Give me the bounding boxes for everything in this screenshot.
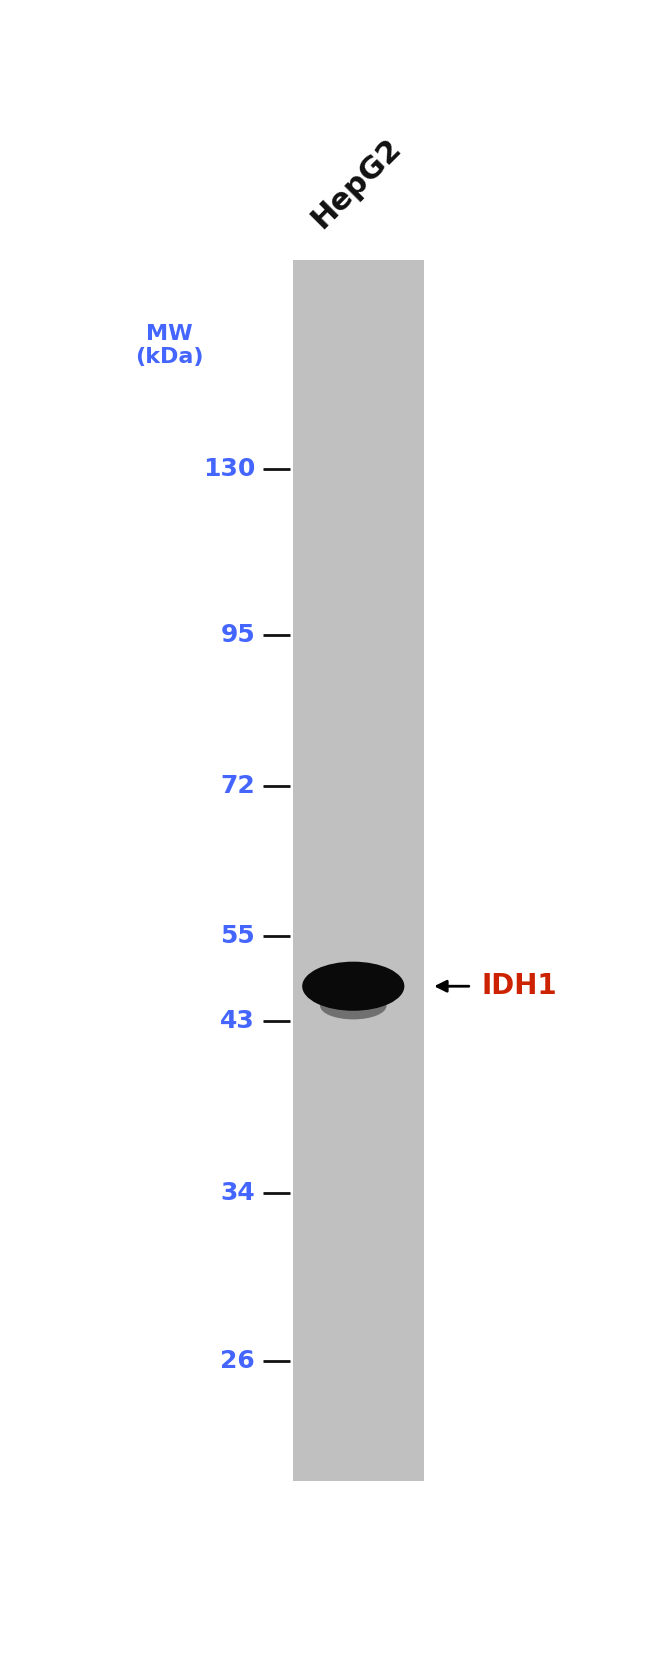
Text: HepG2: HepG2 [306,133,406,233]
Text: 95: 95 [220,623,255,646]
Text: 130: 130 [203,457,255,482]
Text: IDH1: IDH1 [482,972,557,1001]
Text: 26: 26 [220,1350,255,1373]
Text: MW
(kDa): MW (kDa) [135,324,203,368]
Bar [292,260,424,1481]
Ellipse shape [320,992,387,1019]
Text: 72: 72 [220,774,255,798]
Text: 34: 34 [220,1180,255,1206]
Text: 43: 43 [220,1009,255,1033]
Text: 55: 55 [220,923,255,949]
Ellipse shape [302,962,404,1011]
